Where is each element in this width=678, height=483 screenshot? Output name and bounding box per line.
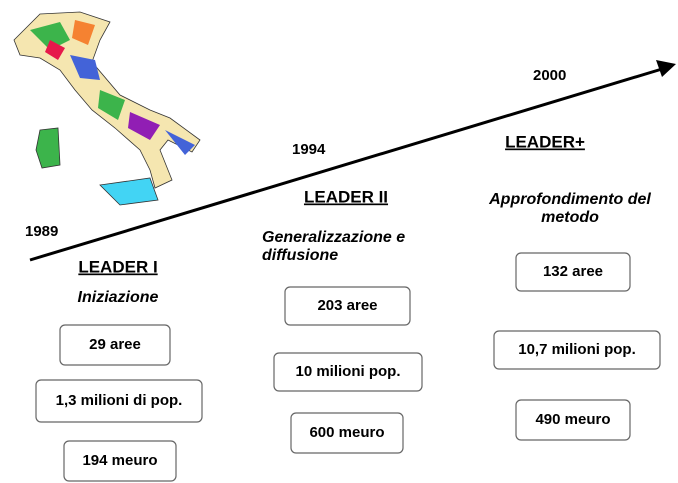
info-box	[515, 252, 631, 292]
info-box	[59, 324, 171, 366]
info-box	[284, 286, 411, 326]
info-box-text: 194 meuro	[82, 452, 157, 469]
arrow-head	[656, 60, 676, 77]
year-label: 1989	[25, 223, 58, 240]
info-box-text: 490 meuro	[535, 411, 610, 428]
phase-title: LEADER+	[505, 132, 585, 151]
phase-subtitle: Approfondimento del	[488, 191, 651, 208]
info-box-text: 29 aree	[89, 336, 141, 353]
phase-subtitle: Generalizzazione e	[262, 229, 405, 246]
info-box-text: 132 aree	[543, 263, 603, 280]
info-box	[515, 399, 631, 441]
info-box	[63, 440, 177, 482]
year-label: 1994	[292, 141, 326, 158]
info-box-text: 10,7 milioni pop.	[518, 341, 636, 358]
phase-title: LEADER I	[78, 257, 157, 276]
phase-subtitle: metodo	[541, 209, 599, 226]
timeline-arrow	[29, 67, 663, 262]
info-box-text: 1,3 milioni di pop.	[56, 392, 183, 409]
info-box-text: 10 milioni pop.	[295, 363, 400, 380]
year-label: 2000	[533, 67, 566, 84]
info-box	[493, 330, 661, 370]
info-box-text: 203 aree	[317, 297, 377, 314]
info-box	[290, 412, 404, 454]
info-box	[35, 379, 203, 423]
info-box-text: 600 meuro	[309, 424, 384, 441]
info-box	[273, 352, 423, 392]
phase-title: LEADER II	[304, 187, 388, 206]
phase-subtitle: diffusione	[262, 247, 338, 264]
phase-subtitle: Iniziazione	[78, 289, 159, 306]
italy-map	[13, 11, 201, 206]
